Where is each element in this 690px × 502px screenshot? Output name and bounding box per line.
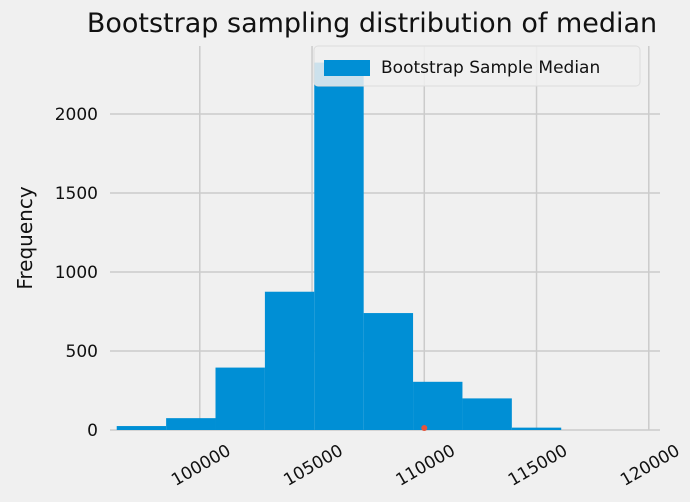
grid-lines <box>110 46 660 431</box>
chart-title: Bootstrap sampling distribution of media… <box>87 8 657 39</box>
histogram-bar <box>462 398 512 430</box>
x-tick-label: 100000 <box>168 441 234 491</box>
legend-box <box>313 45 641 87</box>
x-tick-label: 110000 <box>393 441 459 491</box>
histogram-bar <box>314 62 364 431</box>
histogram-bar <box>511 427 562 430</box>
y-tick-label: 2000 <box>55 105 98 125</box>
y-tick-label: 0 <box>87 421 98 441</box>
y-tick-labels: 0 500 1000 1500 2000 <box>55 105 98 441</box>
legend: Bootstrap Sample Median <box>313 45 641 87</box>
histogram-bar <box>215 367 265 430</box>
x-tick-label: 115000 <box>505 441 571 491</box>
bars <box>116 62 562 431</box>
legend-swatch <box>324 60 370 76</box>
histogram-bar <box>413 381 463 430</box>
histogram-bar <box>264 291 315 430</box>
marker-layer <box>421 425 428 431</box>
legend-label: Bootstrap Sample Median <box>381 58 600 78</box>
x-tick-label: 105000 <box>280 441 346 491</box>
y-tick-label: 1000 <box>55 263 98 283</box>
median-marker <box>421 425 428 431</box>
histogram-bar <box>166 418 216 430</box>
histogram-bar <box>363 313 414 430</box>
y-tick-label: 1500 <box>55 184 98 204</box>
x-tick-label: 120000 <box>617 441 683 491</box>
y-tick-label: 500 <box>66 342 98 362</box>
histogram-bar <box>116 426 167 430</box>
x-tick-labels: 100000 105000 110000 115000 120000 <box>168 441 683 491</box>
y-axis-label: Frequency <box>13 186 37 289</box>
